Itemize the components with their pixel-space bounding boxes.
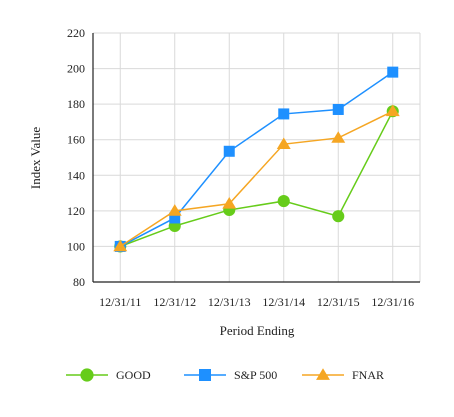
x-tick-label: 12/31/14 <box>262 295 305 309</box>
data-point-good <box>332 210 345 223</box>
legend-label: GOOD <box>116 368 151 382</box>
y-tick-labels: 80 100 120 140 160 180 200 220 <box>67 26 85 289</box>
data-point-fnar <box>385 104 400 117</box>
data-point-s-p-500 <box>223 145 235 157</box>
series-line-s-p-500 <box>119 71 394 248</box>
y-axis-title: Index Value <box>28 127 43 189</box>
data-point-fnar <box>222 197 237 209</box>
data-point-s-p-500 <box>332 103 344 115</box>
data-point-s-p-500 <box>278 108 290 120</box>
y-tick-label: 100 <box>67 239 85 253</box>
series-line-fnar <box>119 110 394 248</box>
legend-label: FNAR <box>352 368 384 382</box>
y-tick-label: 220 <box>67 26 85 40</box>
data-point-s-p-500 <box>169 212 181 224</box>
data-point-fnar <box>276 137 291 150</box>
y-tick-label: 140 <box>67 168 85 182</box>
data-point-s-p-500 <box>387 66 399 78</box>
grid <box>93 32 421 282</box>
legend-marker-good <box>80 368 94 382</box>
series-fnar <box>113 104 400 252</box>
legend-marker-s-p-500 <box>199 369 211 381</box>
x-tick-label: 12/31/13 <box>208 295 251 309</box>
data-point-fnar <box>331 131 346 143</box>
x-tick-labels: 12/31/11 12/31/12 12/31/13 12/31/14 12/31/15… <box>99 295 414 309</box>
series-good <box>114 105 399 253</box>
y-tick-label: 120 <box>67 204 85 218</box>
data-point-fnar <box>167 204 182 216</box>
x-tick-label: 12/31/11 <box>99 295 141 309</box>
legend-item-s-p-500: S&P 500 <box>184 368 277 382</box>
data-point-good <box>277 195 290 208</box>
legend-item-good: GOOD <box>66 368 151 382</box>
x-tick-label: 12/31/15 <box>317 295 360 309</box>
y-tick-label: 200 <box>67 62 85 76</box>
x-tick-label: 12/31/12 <box>153 295 196 309</box>
y-tick-label: 180 <box>67 97 85 111</box>
y-tick-label: 160 <box>67 133 85 147</box>
series-line-good <box>119 110 394 248</box>
data-point-fnar <box>113 239 128 252</box>
legend-marker-fnar <box>316 368 330 380</box>
x-tick-label: 12/31/16 <box>371 295 414 309</box>
legend-label: S&P 500 <box>234 368 277 382</box>
legend-item-fnar: FNAR <box>302 368 384 382</box>
series-s-p-500 <box>114 66 399 252</box>
y-tick-label: 80 <box>73 275 85 289</box>
legend: GOOD S&P 500 FNAR <box>66 368 384 382</box>
x-axis-title: Period Ending <box>220 323 295 338</box>
axes <box>92 33 420 283</box>
series-lines <box>113 66 400 253</box>
